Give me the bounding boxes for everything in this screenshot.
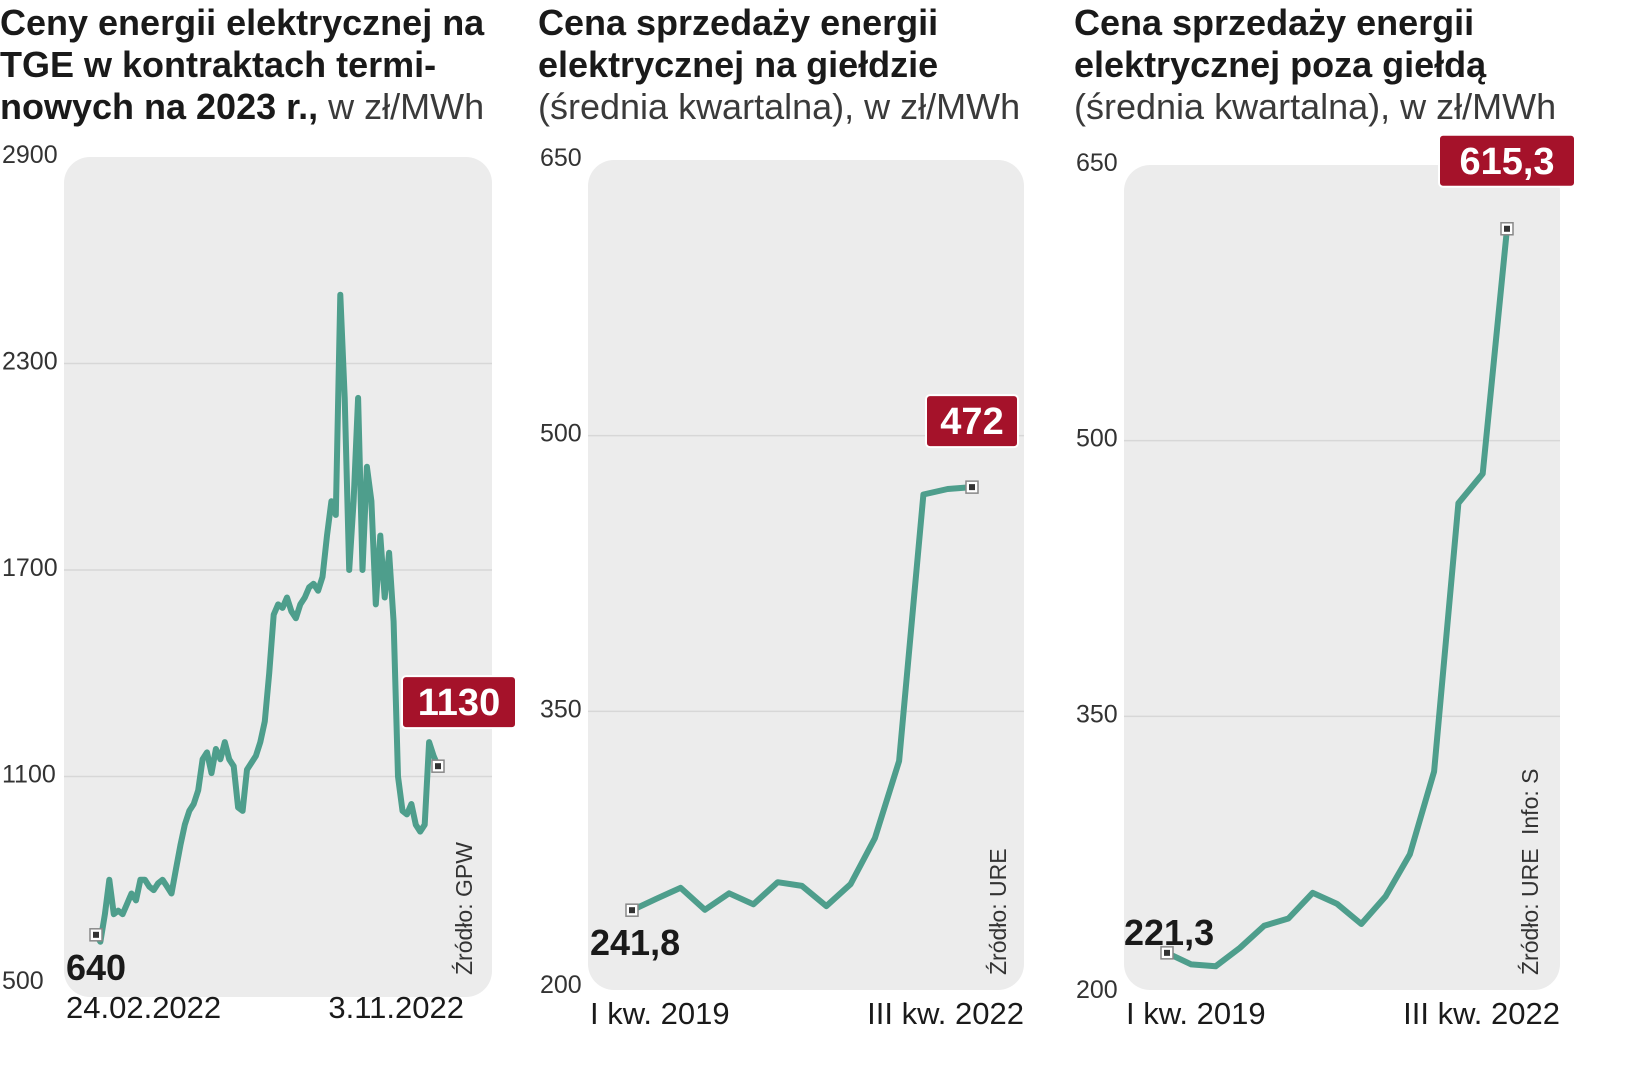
chart-title-bold: Ceny energii elektrycznej na TGE w kontr…: [0, 2, 485, 127]
chart-title-unit: (średnia kwartalna), w zł/MWh: [538, 86, 1021, 127]
end-value-badge: [1438, 133, 1576, 188]
chart-panel-tge: Ceny energii elektrycznej na TGE w kontr…: [0, 0, 520, 1080]
start-value-label: 221,3: [1124, 912, 1214, 953]
line-chart-tge: 2900 2300 1700 1100 500 640 1130 24.02.2022 3.11…: [2, 141, 517, 1025]
chart-panel-poza-gielda: Cena sprzedaży energii elektrycznej poza…: [1074, 0, 1643, 1080]
y-tick-label: 350: [540, 695, 582, 723]
y-tick-label: 650: [540, 144, 582, 172]
source-label: Źródło: GPW: [451, 842, 477, 975]
end-value-label: 472: [940, 401, 1003, 443]
y-tick-label: 650: [1076, 149, 1118, 177]
y-tick-label: 350: [1076, 700, 1118, 728]
end-point-marker-dot: [435, 763, 441, 770]
line-chart-gielda: 650 500 350 200 241,8 472 I kw. 2019 III kw. 20…: [540, 144, 1024, 1031]
y-tick-label: 200: [1076, 976, 1118, 1004]
series-line: [629, 484, 975, 914]
series-line: [1164, 225, 1510, 970]
y-tick-label: 500: [1076, 425, 1118, 453]
y-tick-label: 500: [540, 420, 582, 448]
chart-title-unit: w zł/MWh: [328, 86, 485, 127]
x-label-start: I kw. 2019: [590, 996, 730, 1031]
y-tick-label: 200: [540, 971, 582, 999]
start-point-marker-dot: [1164, 949, 1170, 956]
y-tick-label: 500: [2, 967, 44, 995]
end-point-marker-dot: [969, 484, 975, 491]
x-label-start: 24.02.2022: [66, 990, 221, 1025]
end-value-badge: [401, 675, 517, 730]
chart-title: Cena sprzedaży energii elektrycznej na g…: [538, 2, 1098, 128]
x-label-end: 3.11.2022: [328, 990, 464, 1025]
source-label: Źródło: URE: [1517, 848, 1543, 975]
end-value-badge: [925, 394, 1019, 449]
end-point-marker-dot: [1504, 225, 1510, 232]
x-label-end: III kw. 2022: [867, 996, 1024, 1031]
start-value-label: 241,8: [590, 922, 680, 963]
x-label-end: III kw. 2022: [1403, 996, 1560, 1031]
end-value-label: 615,3: [1459, 141, 1554, 183]
info-label: Info: S: [1517, 769, 1543, 835]
series-line: [93, 291, 441, 945]
chart-title-unit: (średnia kwartalna), w zł/MWh: [1074, 86, 1557, 127]
end-value-label: 1130: [418, 682, 500, 724]
start-point-marker-dot: [629, 907, 635, 914]
y-tick-label: 1100: [2, 761, 56, 789]
y-tick-label: 2900: [2, 141, 58, 169]
start-value-label: 640: [66, 947, 126, 988]
chart-title: Ceny energii elektrycznej na TGE w kontr…: [0, 2, 500, 128]
y-tick-label: 1700: [2, 554, 58, 582]
chart-panel-gielda: Cena sprzedaży energii elektrycznej na g…: [538, 0, 1098, 1080]
start-point-marker-dot: [93, 931, 99, 938]
chart-title-bold: Cena sprzedaży energii elektrycznej na g…: [538, 2, 939, 85]
source-label: Źródło: URE: [985, 848, 1011, 975]
plot-background: [588, 160, 1024, 990]
y-tick-label: 2300: [2, 348, 58, 376]
plot-background: [1124, 165, 1560, 990]
x-label-start: I kw. 2019: [1126, 996, 1266, 1031]
chart-title-bold: Cena sprzedaży energii elektrycznej poza…: [1074, 2, 1487, 85]
chart-title: Cena sprzedaży energii elektrycznej poza…: [1074, 2, 1634, 128]
plot-background: [64, 157, 492, 997]
